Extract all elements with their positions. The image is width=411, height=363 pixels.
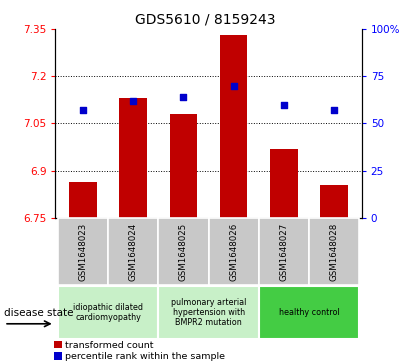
Bar [320, 185, 348, 218]
Legend: transformed count, percentile rank within the sample: transformed count, percentile rank withi… [54, 341, 225, 362]
Bar [158, 218, 209, 285]
Point [231, 83, 237, 89]
Bar [108, 218, 158, 285]
Point [80, 107, 86, 113]
Bar [259, 218, 309, 285]
Text: GSM1648024: GSM1648024 [129, 222, 138, 281]
Bar [158, 286, 259, 339]
Text: GSM1648023: GSM1648023 [79, 222, 88, 281]
Text: GSM1648028: GSM1648028 [330, 222, 339, 281]
Point [180, 94, 187, 100]
Point [130, 98, 136, 104]
Bar [69, 182, 97, 218]
Text: healthy control: healthy control [279, 308, 339, 317]
Bar [209, 218, 259, 285]
Bar [259, 286, 359, 339]
Point [281, 102, 287, 107]
Bar [220, 35, 247, 218]
Text: GDS5610 / 8159243: GDS5610 / 8159243 [135, 13, 276, 27]
Bar [120, 98, 147, 218]
Text: GSM1648026: GSM1648026 [229, 222, 238, 281]
Bar [309, 218, 359, 285]
Text: disease state: disease state [4, 308, 74, 318]
Bar [270, 148, 298, 218]
Bar [170, 114, 197, 218]
Point [331, 107, 337, 113]
Text: GSM1648027: GSM1648027 [279, 222, 289, 281]
Bar [58, 218, 108, 285]
Text: idiopathic dilated
cardiomyopathy: idiopathic dilated cardiomyopathy [73, 303, 143, 322]
Bar [58, 286, 158, 339]
Text: GSM1648025: GSM1648025 [179, 222, 188, 281]
Text: pulmonary arterial
hypertension with
BMPR2 mutation: pulmonary arterial hypertension with BMP… [171, 298, 246, 327]
